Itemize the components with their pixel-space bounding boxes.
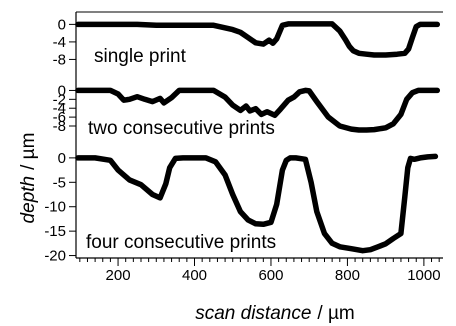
y-tick-label: -2 bbox=[53, 91, 66, 108]
y-tick-label: 0 bbox=[58, 150, 66, 167]
x-tick-label: 400 bbox=[182, 267, 207, 284]
series-line-3 bbox=[75, 153, 439, 254]
y-tick-label: 0 bbox=[58, 82, 66, 99]
y-tick-label: -4 bbox=[53, 100, 66, 117]
y-tick-label: 0 bbox=[58, 16, 66, 33]
x-axis-title: scan distance / µm bbox=[195, 303, 355, 324]
x-axis-unit: / µm bbox=[317, 303, 354, 324]
y-tick-label: -10 bbox=[44, 199, 66, 216]
x-tick-label: 800 bbox=[335, 267, 360, 284]
y-tick-label: -8 bbox=[53, 51, 66, 68]
y-axis-title: depth / µm bbox=[18, 133, 39, 224]
y-axis-label: depth bbox=[18, 176, 39, 224]
y-tick-label: -15 bbox=[44, 223, 66, 240]
y-axis-unit: / µm bbox=[18, 133, 39, 170]
x-axis-label: scan distance bbox=[195, 303, 311, 324]
series-line-2 bbox=[75, 87, 441, 133]
data-lines bbox=[75, 21, 441, 254]
y-tick-label: -20 bbox=[44, 248, 66, 265]
panel-label-2: two consecutive prints bbox=[88, 118, 275, 139]
series-line-1 bbox=[75, 21, 441, 58]
y-tick-label: -8 bbox=[53, 118, 66, 135]
axes-frame bbox=[69, 11, 443, 266]
y-tick-label: -6 bbox=[53, 109, 66, 126]
y-tick-label: -4 bbox=[53, 34, 66, 51]
x-tick-label: 200 bbox=[106, 267, 131, 284]
panel-label-1: single print bbox=[94, 46, 187, 67]
panel-label-3: four consecutive prints bbox=[86, 232, 276, 253]
x-tick-label: 1000 bbox=[407, 267, 440, 284]
x-tick-label: 600 bbox=[258, 267, 283, 284]
y-tick-label: -5 bbox=[53, 174, 66, 191]
